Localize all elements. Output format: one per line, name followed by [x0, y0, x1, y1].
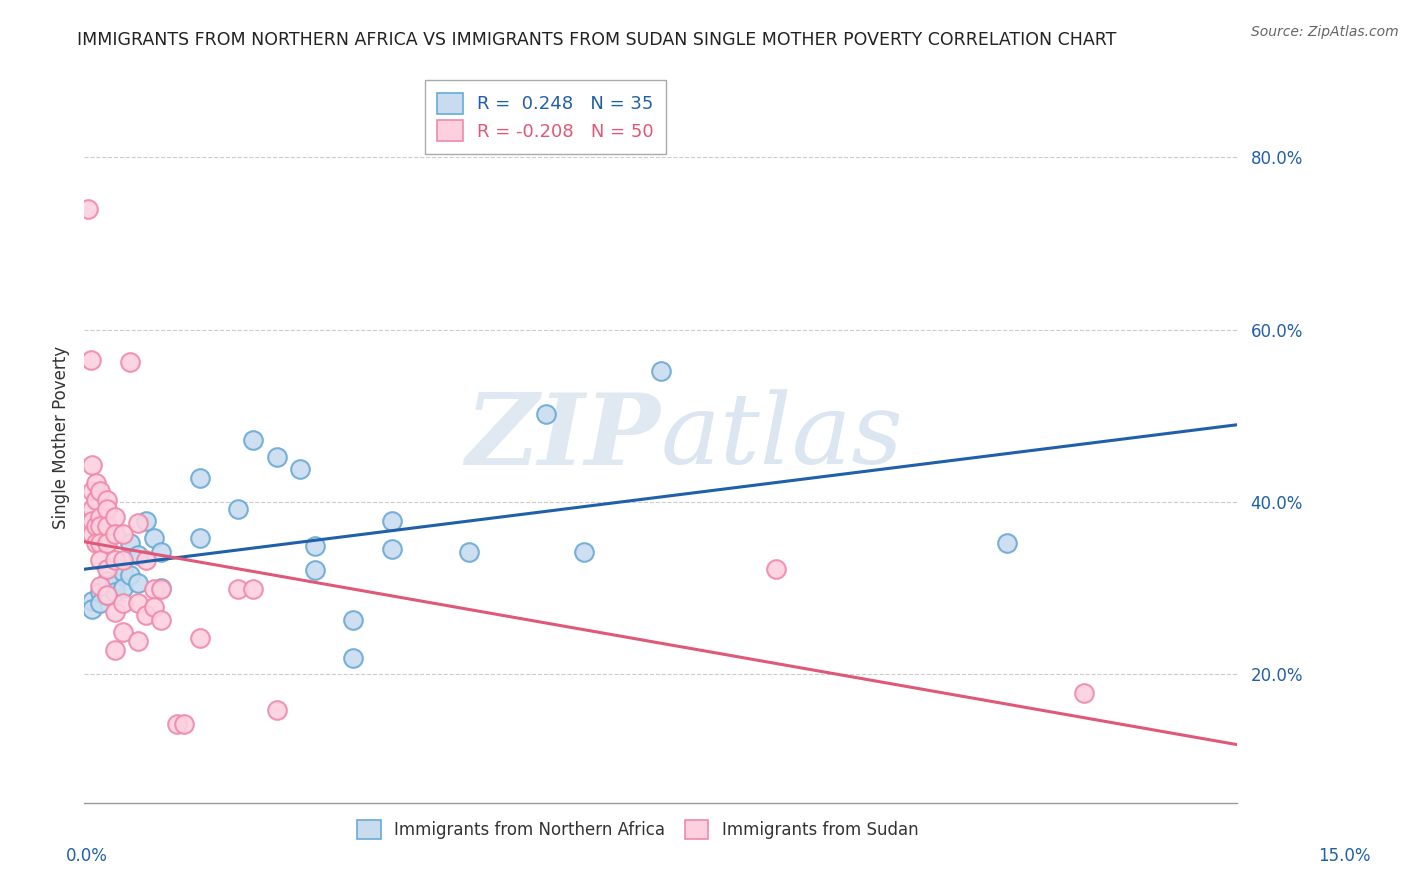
- Point: [111, 596, 134, 610]
- Point: [142, 531, 165, 545]
- Point: [89, 536, 111, 550]
- Point: [80, 458, 103, 473]
- Text: ZIP: ZIP: [465, 389, 661, 485]
- Point: [304, 540, 326, 554]
- Point: [89, 553, 111, 567]
- Point: [188, 631, 211, 645]
- Point: [127, 634, 149, 648]
- Point: [96, 588, 118, 602]
- Point: [104, 642, 127, 657]
- Point: [120, 536, 142, 550]
- Point: [89, 596, 111, 610]
- Point: [120, 355, 142, 369]
- Point: [135, 608, 157, 623]
- Point: [89, 484, 111, 499]
- Point: [534, 407, 557, 421]
- Y-axis label: Single Mother Poverty: Single Mother Poverty: [52, 345, 70, 529]
- Point: [226, 501, 249, 516]
- Point: [96, 588, 118, 602]
- Point: [89, 518, 111, 533]
- Point: [111, 527, 134, 541]
- Point: [127, 596, 149, 610]
- Point: [79, 352, 101, 367]
- Point: [77, 202, 100, 216]
- Point: [127, 516, 149, 530]
- Point: [96, 501, 118, 516]
- Point: [150, 544, 173, 558]
- Point: [135, 514, 157, 528]
- Point: [650, 364, 672, 378]
- Point: [96, 562, 118, 576]
- Point: [80, 593, 103, 607]
- Text: atlas: atlas: [661, 390, 904, 484]
- Point: [288, 462, 311, 476]
- Point: [765, 562, 787, 576]
- Point: [188, 470, 211, 484]
- Point: [84, 518, 107, 533]
- Point: [80, 501, 103, 516]
- Point: [96, 492, 118, 507]
- Point: [150, 581, 173, 595]
- Point: [80, 514, 103, 528]
- Point: [342, 613, 364, 627]
- Point: [381, 541, 404, 556]
- Text: IMMIGRANTS FROM NORTHERN AFRICA VS IMMIGRANTS FROM SUDAN SINGLE MOTHER POVERTY C: IMMIGRANTS FROM NORTHERN AFRICA VS IMMIG…: [77, 31, 1116, 49]
- Point: [80, 602, 103, 616]
- Point: [127, 548, 149, 562]
- Point: [1073, 686, 1095, 700]
- Point: [96, 574, 118, 588]
- Point: [96, 536, 118, 550]
- Point: [381, 514, 404, 528]
- Text: Source: ZipAtlas.com: Source: ZipAtlas.com: [1251, 25, 1399, 39]
- Point: [89, 585, 111, 599]
- Point: [127, 576, 149, 591]
- Point: [166, 716, 188, 731]
- Point: [84, 492, 107, 507]
- Point: [242, 433, 264, 447]
- Point: [242, 582, 264, 597]
- Point: [104, 527, 127, 541]
- Point: [266, 450, 288, 464]
- Point: [188, 531, 211, 545]
- Point: [111, 581, 134, 595]
- Point: [111, 553, 134, 567]
- Point: [111, 565, 134, 579]
- Point: [142, 582, 165, 597]
- Point: [89, 579, 111, 593]
- Point: [84, 475, 107, 490]
- Point: [457, 544, 479, 558]
- Point: [111, 625, 134, 640]
- Point: [84, 536, 107, 550]
- Point: [120, 567, 142, 582]
- Point: [266, 703, 288, 717]
- Point: [104, 576, 127, 591]
- Point: [104, 510, 127, 524]
- Point: [304, 564, 326, 578]
- Point: [995, 536, 1018, 550]
- Point: [104, 605, 127, 619]
- Point: [342, 651, 364, 665]
- Legend: Immigrants from Northern Africa, Immigrants from Sudan: Immigrants from Northern Africa, Immigra…: [349, 811, 927, 847]
- Point: [80, 484, 103, 499]
- Text: 15.0%: 15.0%: [1317, 847, 1371, 865]
- Point: [104, 553, 127, 567]
- Point: [150, 582, 173, 597]
- Point: [96, 518, 118, 533]
- Point: [80, 527, 103, 541]
- Point: [173, 716, 195, 731]
- Point: [150, 613, 173, 627]
- Point: [89, 510, 111, 524]
- Point: [135, 553, 157, 567]
- Text: 0.0%: 0.0%: [66, 847, 108, 865]
- Point: [142, 599, 165, 614]
- Point: [226, 582, 249, 597]
- Point: [104, 585, 127, 599]
- Point: [572, 544, 595, 558]
